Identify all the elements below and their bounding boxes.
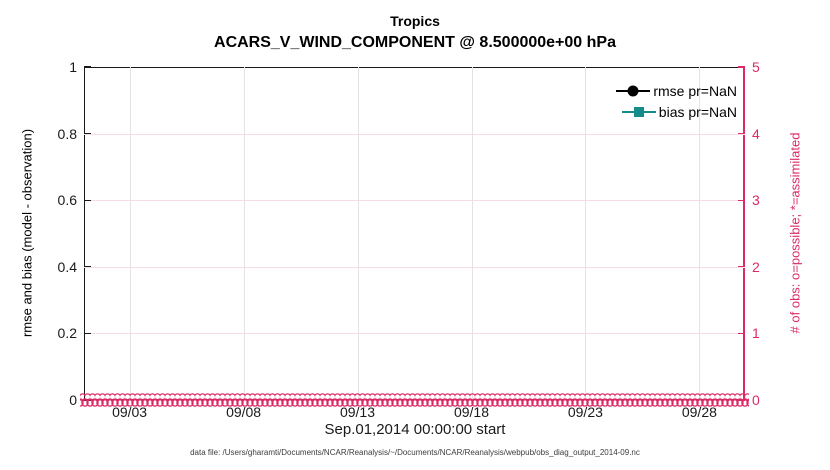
left-tick-mark: [84, 332, 91, 334]
xtick-label: 09/18: [453, 404, 490, 420]
left-ytick-label: 0.4: [57, 258, 77, 275]
chart-title-block: Tropics ACARS_V_WIND_COMPONENT @ 8.50000…: [0, 13, 830, 53]
legend: rmse pr=NaN bias pr=NaN: [616, 83, 737, 120]
horizontal-gridline: [84, 266, 745, 268]
chart-title: Tropics: [390, 13, 440, 29]
right-axis-title: # of obs: o=possible; *=assimilated: [787, 132, 803, 334]
xtick-label: 09/23: [567, 404, 603, 420]
right-tick-mark: [738, 199, 745, 201]
vertical-gridline: [471, 67, 473, 400]
left-ytick-label: 0.6: [57, 192, 77, 209]
horizontal-gridline: [84, 200, 745, 202]
right-axis-spine: [743, 67, 745, 400]
xtick-label: 09/03: [112, 404, 148, 420]
plot-area: rmse pr=NaN bias pr=NaN: [80, 66, 749, 407]
left-ytick-label: 0.2: [57, 325, 77, 342]
vertical-gridline: [129, 67, 131, 400]
right-ytick-label: 3: [752, 192, 760, 209]
right-ytick-label: 0: [752, 392, 760, 408]
legend-label: bias pr=NaN: [658, 104, 737, 120]
vertical-gridline: [243, 67, 245, 400]
vertical-gridline: [585, 67, 587, 400]
legend-item: rmse pr=NaN: [616, 83, 737, 99]
plot-border-top: [84, 67, 745, 69]
legend-sample-line: [621, 106, 656, 118]
xtick-label: 09/28: [681, 404, 717, 420]
chart-subtitle: ACARS_V_WIND_COMPONENT @ 8.500000e+00 hP…: [214, 33, 616, 51]
right-tick-mark: [738, 332, 745, 334]
obs-count-markers-band: [80, 393, 749, 407]
right-tick-mark: [738, 266, 745, 268]
right-tick-mark: [738, 133, 745, 135]
vertical-gridline: [357, 67, 359, 400]
legend-circle-marker-icon: [627, 85, 639, 97]
right-ytick-label: 5: [752, 59, 760, 75]
left-tick-mark: [84, 266, 91, 268]
right-ytick-label: 2: [752, 258, 760, 275]
vertical-gridline: [699, 67, 701, 400]
left-ytick-label: 0: [69, 392, 77, 408]
legend-square-marker-icon: [633, 107, 644, 117]
horizontal-gridline: [84, 333, 745, 335]
legend-label: rmse pr=NaN: [653, 83, 737, 99]
left-ytick-label: 1: [69, 59, 77, 75]
x-axis-title: Sep.01,2014 00:00:00 start: [324, 421, 506, 438]
right-tick-mark: [738, 66, 745, 68]
left-tick-mark: [84, 66, 91, 68]
legend-item: bias pr=NaN: [621, 104, 737, 120]
right-ytick-label: 4: [752, 125, 760, 142]
left-ytick-label: 0.8: [57, 125, 77, 142]
left-tick-mark: [84, 133, 91, 135]
right-ytick-label: 1: [752, 325, 760, 342]
xtick-label: 09/13: [339, 404, 376, 420]
legend-sample-line: [616, 85, 651, 97]
xtick-label: 09/08: [226, 404, 262, 420]
left-tick-mark: [84, 199, 91, 201]
datafile-caption: data file: /Users/gharamti/Documents/NCA…: [190, 448, 640, 457]
left-axis-spine: [84, 67, 86, 400]
left-axis-title: rmse and bias (model - observation): [19, 128, 35, 338]
horizontal-gridline: [84, 133, 745, 135]
